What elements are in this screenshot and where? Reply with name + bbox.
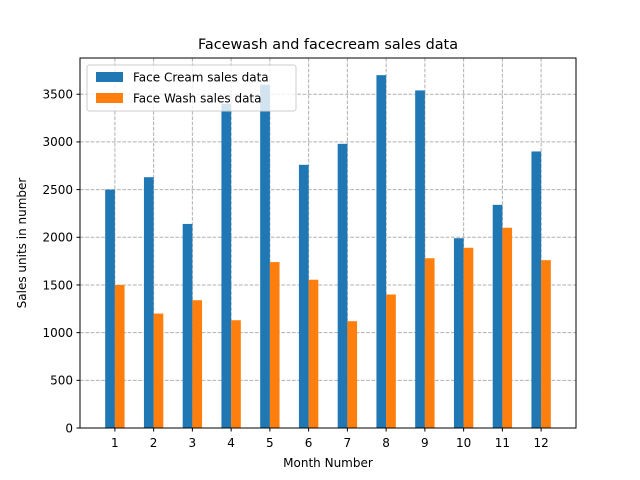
x-tick-label: 7 bbox=[344, 436, 352, 450]
x-tick-label: 12 bbox=[533, 436, 548, 450]
y-tick-label: 3000 bbox=[42, 135, 73, 149]
bar-face-cream bbox=[453, 238, 464, 428]
bar-face-wash bbox=[308, 279, 319, 428]
bar-face-wash bbox=[386, 294, 396, 428]
x-tick-label: 2 bbox=[150, 436, 158, 450]
bar-face-wash bbox=[502, 227, 513, 428]
plot-frame bbox=[79, 57, 577, 429]
legend-box bbox=[86, 64, 297, 112]
bar-face-cream bbox=[492, 204, 503, 428]
x-tick-label: 1 bbox=[111, 436, 119, 450]
y-tick-label: 1000 bbox=[42, 326, 73, 340]
bar-face-wash bbox=[153, 313, 164, 428]
bar-face-cream bbox=[143, 177, 154, 428]
bar-face-wash bbox=[231, 320, 241, 428]
bar-face-wash bbox=[463, 247, 474, 428]
x-tick-label: 9 bbox=[421, 436, 429, 450]
x-tick-label: 5 bbox=[266, 436, 274, 450]
legend-label: Face Wash sales data bbox=[133, 92, 262, 106]
bar-face-cream bbox=[415, 90, 425, 429]
bar-face-cream bbox=[105, 189, 115, 428]
bar-face-cream bbox=[337, 143, 348, 428]
legend-swatch bbox=[96, 72, 123, 82]
y-tick-label: 0 bbox=[65, 421, 73, 435]
x-axis-label: Month Number bbox=[283, 456, 373, 470]
bar-face-cream bbox=[221, 103, 232, 428]
y-tick-label: 2000 bbox=[42, 231, 73, 245]
bars bbox=[105, 75, 551, 429]
bar-face-wash bbox=[541, 260, 551, 428]
bar-face-cream bbox=[182, 223, 193, 428]
legend: Face Cream sales data Face Wash sales dat… bbox=[86, 64, 297, 112]
y-tick-label: 2500 bbox=[42, 183, 73, 197]
bar-face-cream bbox=[376, 75, 387, 428]
bar-face-cream bbox=[260, 84, 270, 428]
x-tick-label: 10 bbox=[456, 436, 471, 450]
bar-face-wash bbox=[424, 258, 435, 428]
bar-face-cream bbox=[531, 151, 542, 428]
y-tick-label: 1500 bbox=[42, 278, 73, 292]
bar-face-wash bbox=[114, 284, 125, 428]
x-tick-label: 6 bbox=[305, 436, 313, 450]
x-tick-label: 3 bbox=[189, 436, 197, 450]
x-tick-label: 8 bbox=[382, 436, 390, 450]
y-axis-label: Sales units in number bbox=[15, 178, 29, 309]
bar-face-wash bbox=[192, 300, 203, 428]
legend-swatch bbox=[96, 93, 123, 103]
bar-face-wash bbox=[347, 321, 358, 428]
bar-face-wash bbox=[269, 262, 280, 428]
x-tick-label: 4 bbox=[227, 436, 235, 450]
bar-face-cream bbox=[298, 164, 309, 428]
y-tick-label: 500 bbox=[50, 374, 73, 388]
y-tick-label: 3500 bbox=[42, 88, 73, 102]
chart-title: Facewash and facecream sales data bbox=[198, 37, 458, 53]
x-tick-label: 11 bbox=[495, 436, 510, 450]
legend-label: Face Cream sales data bbox=[133, 71, 269, 85]
